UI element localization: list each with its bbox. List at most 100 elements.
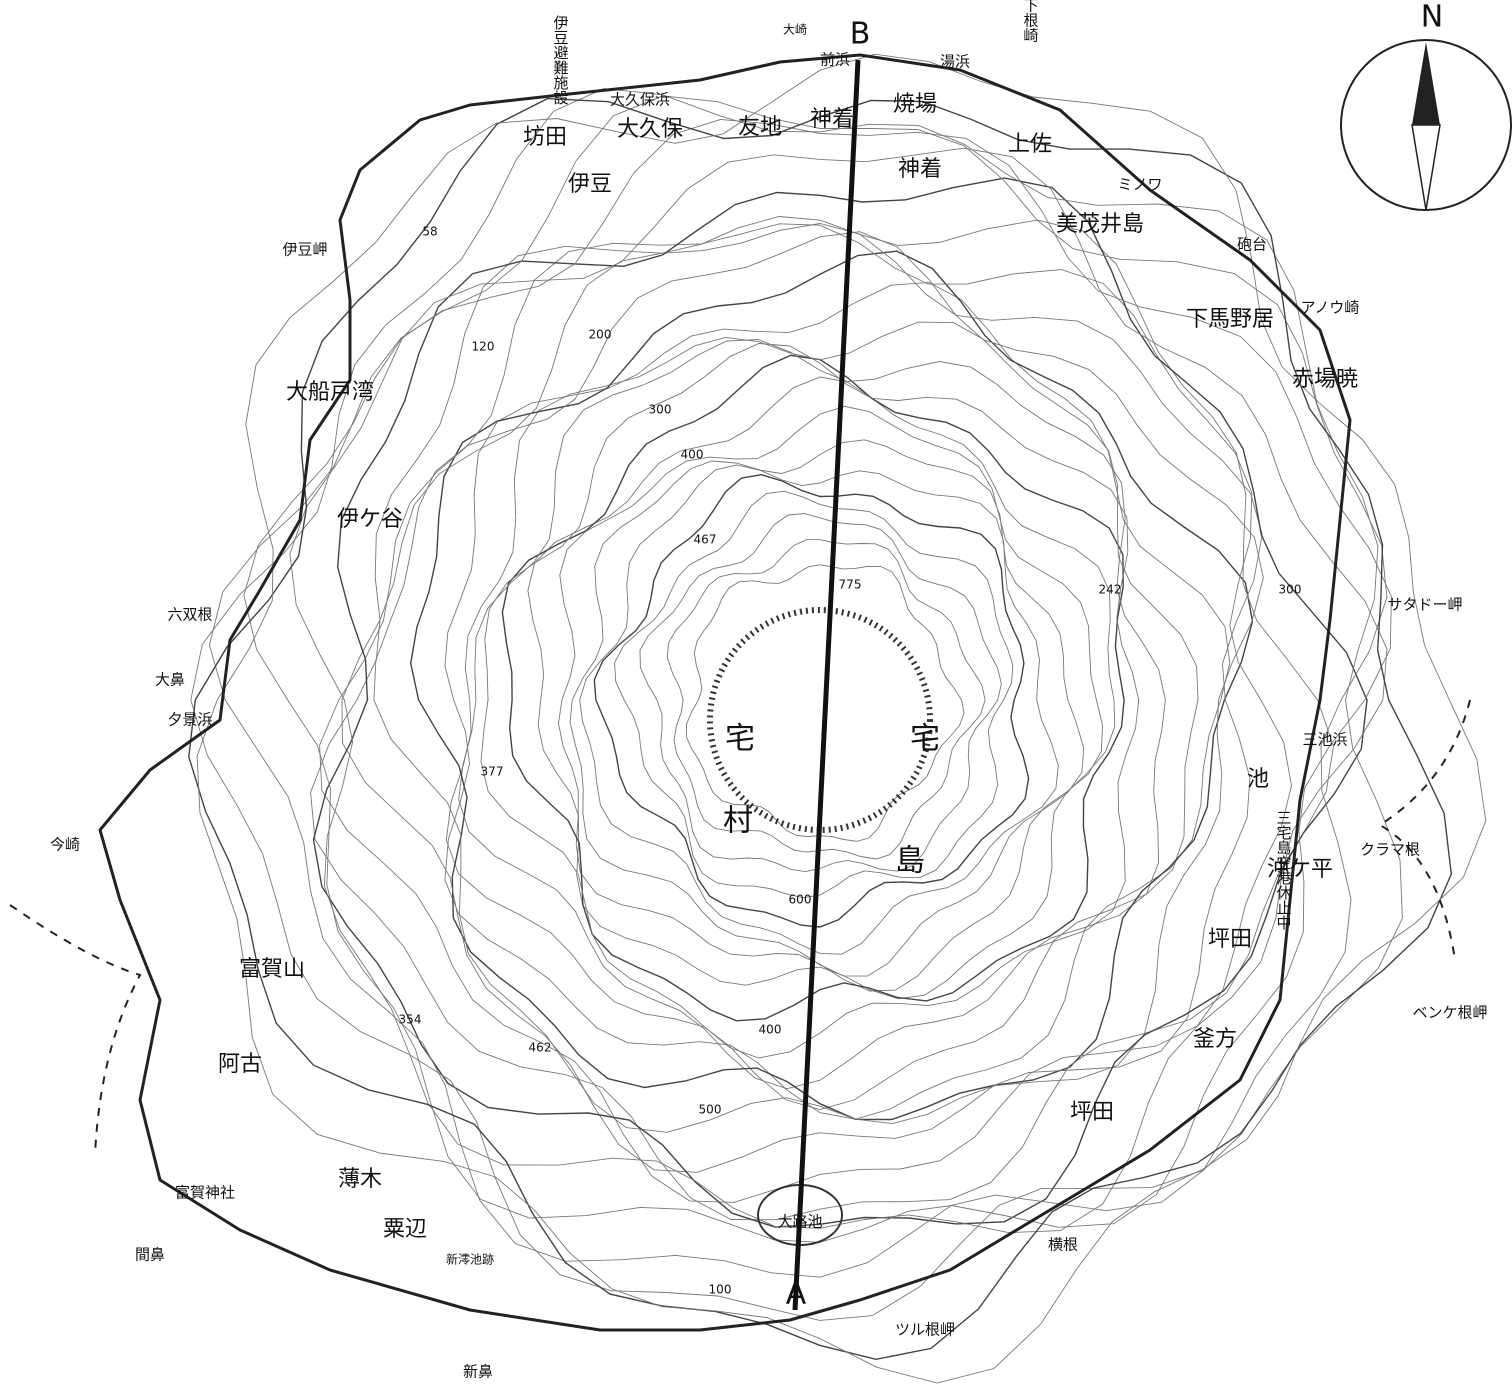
place-label: 湯浜 <box>940 53 970 71</box>
contour <box>289 147 1388 1234</box>
place-label: 今崎 <box>50 836 80 854</box>
place-label: 横根 <box>1048 1236 1078 1254</box>
place-label: 島 <box>895 844 925 879</box>
contour-label: 400 <box>681 448 704 462</box>
contour <box>579 464 1059 955</box>
contour-label: 300 <box>649 403 672 417</box>
place-label: 沖ケ平 <box>1267 857 1333 882</box>
place-label: 大船戸湾 <box>286 380 374 405</box>
place-label: 前浜 <box>820 51 850 69</box>
sea-route <box>1378 699 1471 961</box>
place-label: 大崎 <box>783 23 807 37</box>
place-label: 赤場暁 <box>1292 367 1358 392</box>
contour-label: 400 <box>759 1023 782 1037</box>
place-label: 伊豆 <box>568 172 612 197</box>
contour-label: 200 <box>589 328 612 342</box>
place-label: 坪田 <box>1208 927 1252 952</box>
place-label: 大鼻 <box>155 671 185 689</box>
place-label: 三池浜 <box>1302 731 1347 749</box>
place-label: 伊豆避難施設 <box>552 15 570 105</box>
place-label: 夕景浜 <box>167 711 212 729</box>
profile-label: B <box>850 17 871 52</box>
contour <box>527 376 1116 1000</box>
contour <box>310 216 1334 1221</box>
contour-label: 377 <box>481 765 504 779</box>
contour <box>409 250 1254 1121</box>
place-label: 間鼻 <box>135 1246 165 1264</box>
place-label: 三宅島空港休止中 <box>1275 810 1293 930</box>
place-label: 大久保浜 <box>610 91 670 109</box>
place-label: 伊豆岬 <box>282 241 327 259</box>
place-label: 池 <box>1247 767 1269 792</box>
place-label: 粟辺 <box>383 1217 427 1242</box>
place-label: サタドー岬 <box>1387 596 1462 614</box>
place-label: 新澪池跡 <box>446 1252 494 1267</box>
place-label: 薄木 <box>338 1167 382 1192</box>
place-label: 新鼻 <box>463 1363 493 1381</box>
coastline <box>98 53 1352 1332</box>
contour <box>558 405 1103 992</box>
compass: N <box>1340 0 1512 211</box>
contour <box>639 513 1002 873</box>
place-label: ミノワ <box>1117 176 1162 194</box>
contour <box>341 223 1263 1173</box>
place-label: 上佐 <box>1008 132 1052 157</box>
contour <box>190 88 1403 1321</box>
place-label: 友地 <box>738 115 782 140</box>
contour-label: 300 <box>1279 583 1302 597</box>
place-label: 富賀神社 <box>175 1184 235 1202</box>
place-label: 村 <box>723 804 753 839</box>
contour <box>445 321 1199 1110</box>
place-label: クラマ根 <box>1360 841 1420 859</box>
place-label: 坪田 <box>1070 1100 1114 1125</box>
contour-label: 100 <box>709 1283 732 1297</box>
place-label: アノウ崎 <box>1301 299 1360 317</box>
place-label: 砲台 <box>1237 236 1267 254</box>
contour-label: 242 <box>1099 583 1122 597</box>
contour-label: 500 <box>699 1103 722 1117</box>
contour <box>685 564 965 842</box>
contour-label: 354 <box>399 1013 422 1027</box>
contour-label: 120 <box>472 340 495 354</box>
profile-label: A <box>786 1277 807 1312</box>
sea-route <box>9 904 142 1156</box>
profile-line <box>792 59 861 1311</box>
contour <box>208 95 1388 1278</box>
contour-label: 467 <box>694 533 717 547</box>
place-label: 富賀山 <box>239 957 305 982</box>
contour <box>593 473 1030 928</box>
place-label: 焼場 <box>893 92 937 117</box>
contour <box>373 231 1264 1133</box>
place-label: 坊田 <box>523 125 567 150</box>
contour <box>480 343 1140 1059</box>
compass-label: N <box>1421 0 1443 35</box>
place-label: 美茂井島 <box>1056 212 1144 237</box>
crater-rim <box>707 607 933 833</box>
place-label: 伊ケ谷 <box>337 507 403 532</box>
place-label: 宅 <box>725 722 755 757</box>
place-label: ツル根岬 <box>895 1321 955 1339</box>
place-label: 宅 <box>910 722 940 757</box>
contour <box>243 118 1392 1243</box>
place-label: 神着 <box>810 107 854 132</box>
contour-label: 462 <box>529 1041 552 1055</box>
contour <box>319 223 1292 1203</box>
place-label: ベンケ根岬 <box>1412 1004 1487 1022</box>
contour <box>569 439 1085 977</box>
place-label: 阿古 <box>218 1052 262 1077</box>
contour <box>188 97 1453 1361</box>
place-label: 大路池 <box>777 1213 822 1231</box>
contour <box>196 53 1487 1384</box>
contour <box>614 490 1014 899</box>
place-label: 釜方 <box>1193 1027 1237 1052</box>
contour-label: 58 <box>422 225 437 239</box>
contour <box>501 354 1125 1022</box>
place-label: 六双根 <box>167 606 212 624</box>
place-label: 神着 <box>898 157 942 182</box>
place-label: 下馬野居 <box>1186 307 1274 332</box>
contour-label: 600 <box>789 893 812 907</box>
contour <box>458 339 1166 1090</box>
